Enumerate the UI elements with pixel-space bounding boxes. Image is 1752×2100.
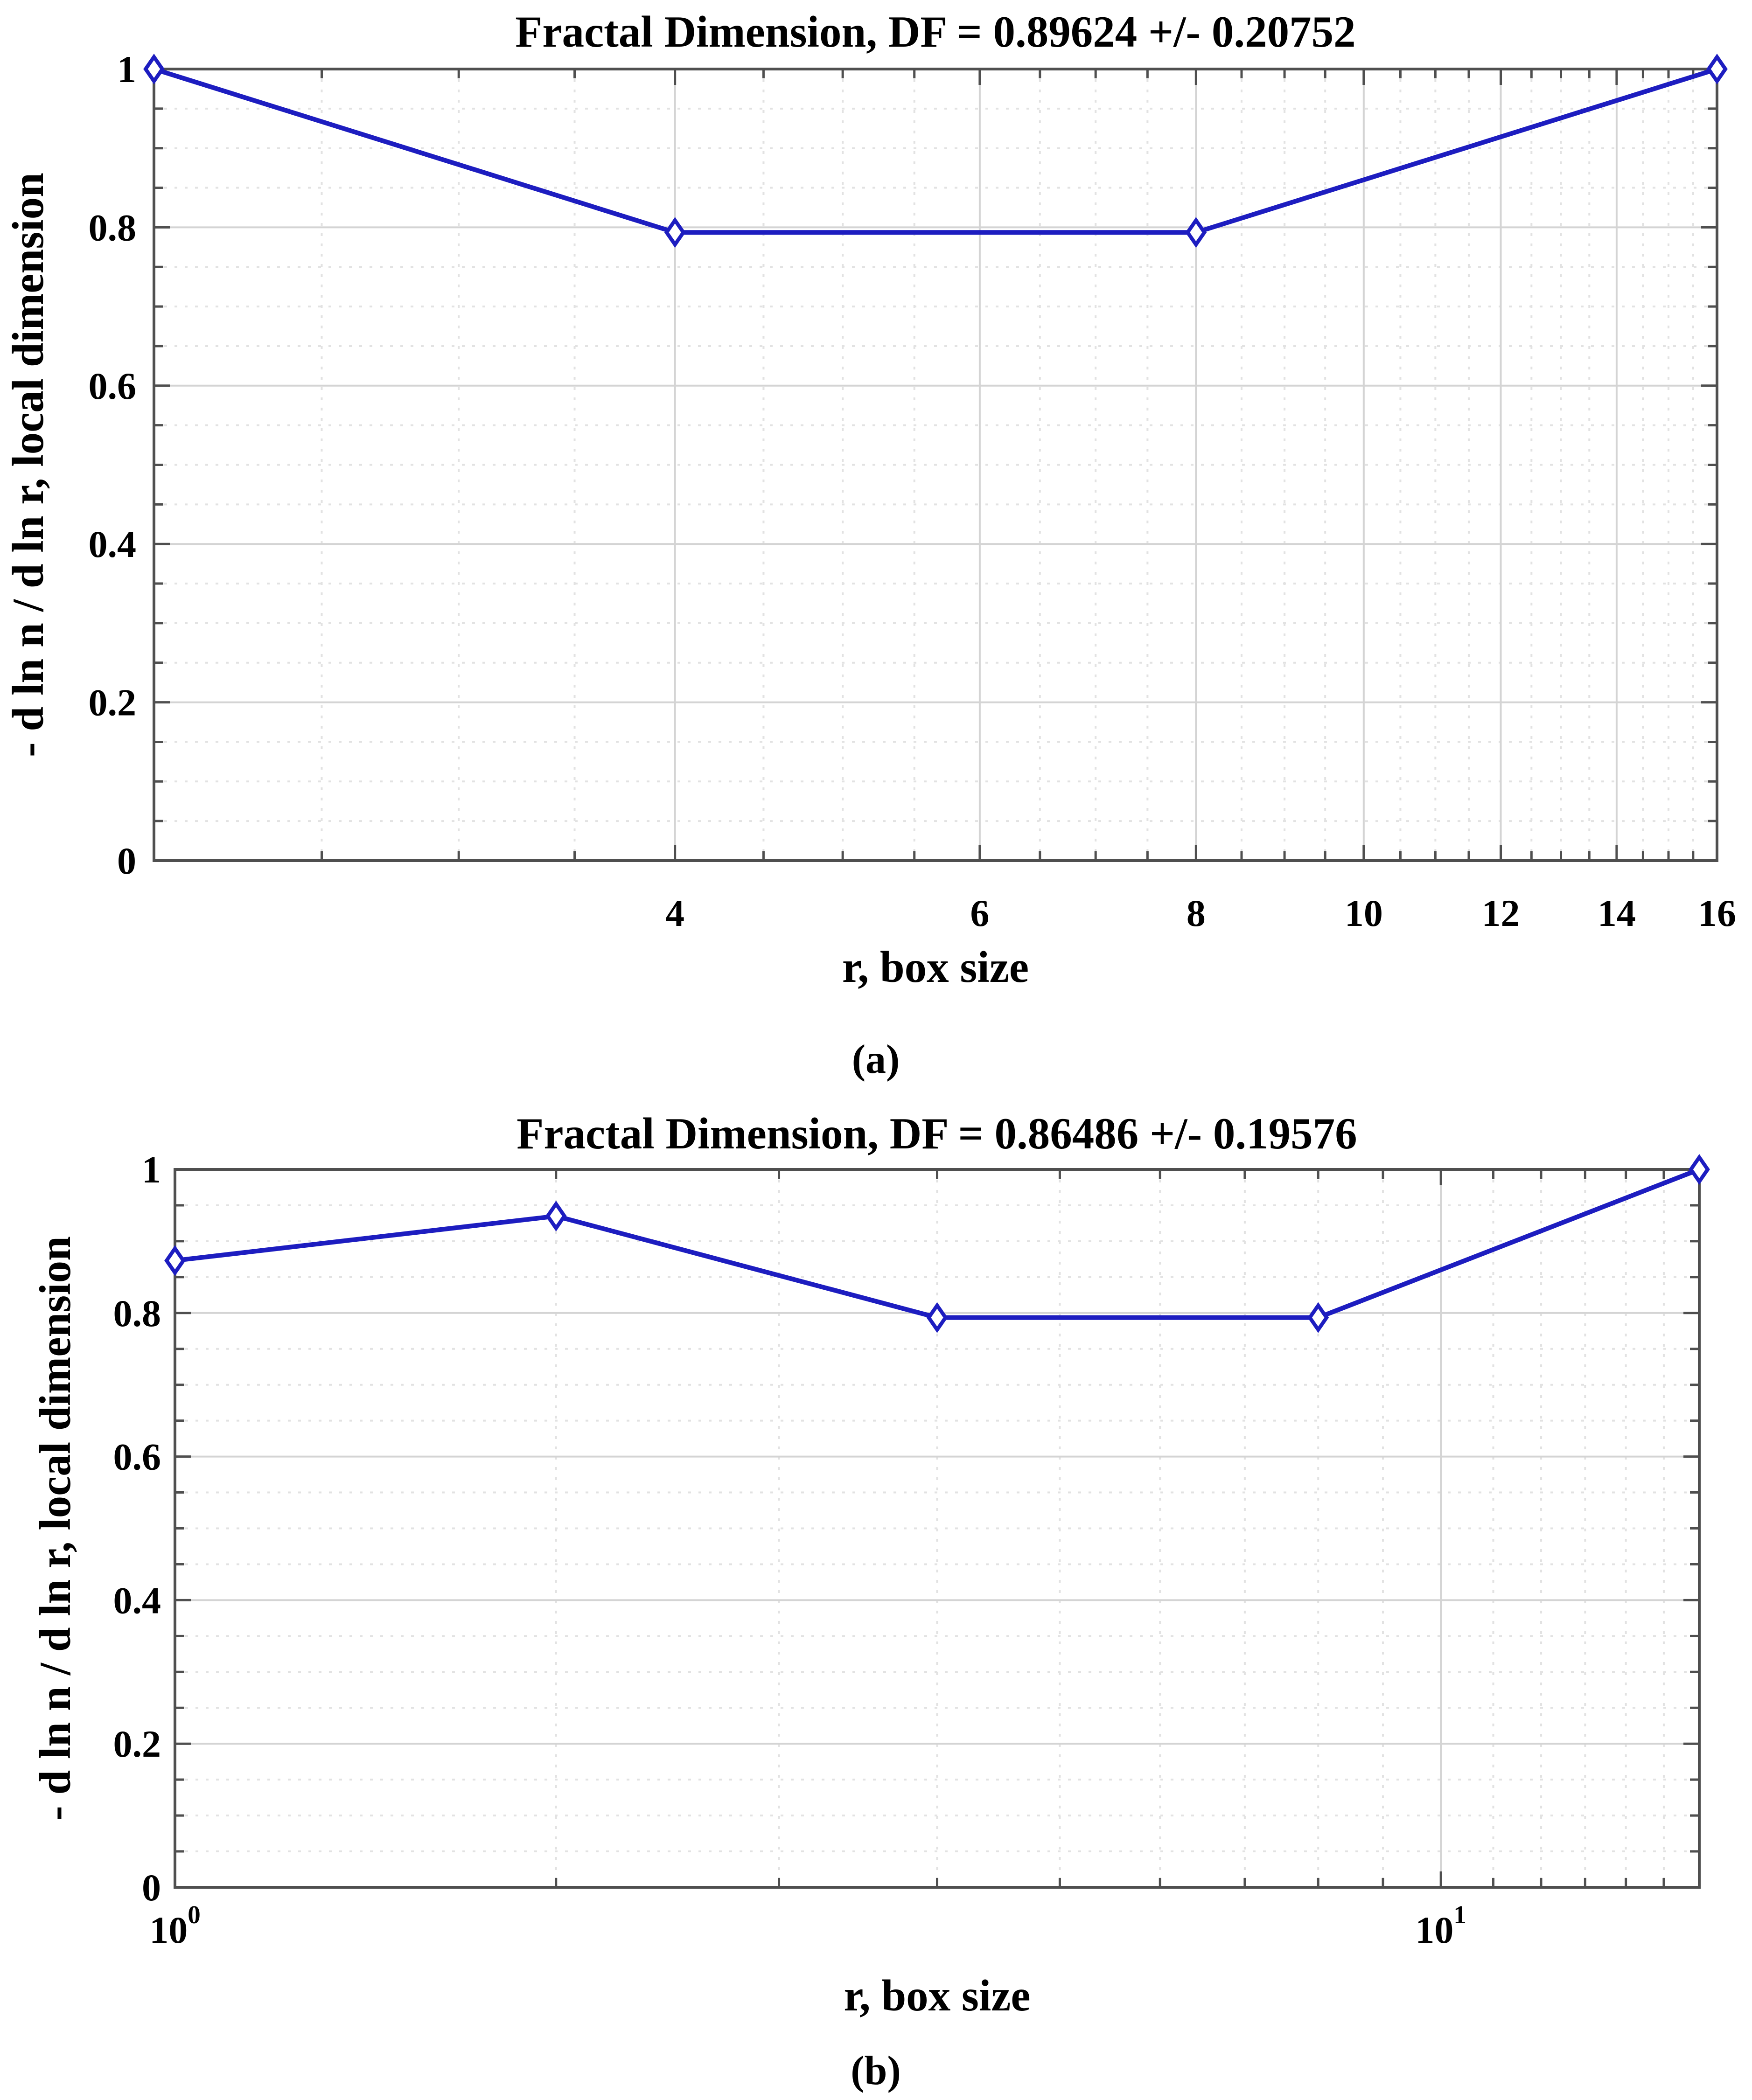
panel-a-major-grid [154, 69, 1717, 861]
panel-a-caption: (a) [852, 1037, 900, 1082]
y-tick-label: 0.6 [113, 1436, 161, 1478]
x-tick-label: 4 [665, 892, 684, 934]
y-tick-label: 1 [117, 48, 136, 90]
panel-a-series-line [153, 67, 1718, 235]
y-tick-label: 0.4 [113, 1579, 161, 1621]
panel-b-diamond-marker [1307, 1302, 1329, 1333]
panel-b-ticks [174, 1168, 1699, 1889]
y-tick-label: 0 [142, 1866, 161, 1909]
panel-b-ylabel: - d ln n / d ln r, local dimension [30, 1236, 80, 1821]
panel-b-diamond-marker [164, 1245, 186, 1276]
panel-a-xlabel: r, box size [842, 942, 1029, 992]
x-tick-label: 16 [1698, 892, 1736, 934]
panel-b-xlabel: r, box size [844, 1971, 1030, 2020]
x-tick-label: 6 [970, 892, 989, 934]
panel-b: Fractal Dimension, DF = 0.86486 +/- 0.19… [30, 1109, 1710, 2093]
panel-b-title: Fractal Dimension, DF = 0.86486 +/- 0.19… [517, 1109, 1357, 1158]
panel-a-diamond-marker [1185, 217, 1207, 248]
y-tick-label: 0.8 [89, 206, 137, 249]
panel-a-diamond-marker [143, 53, 165, 85]
x-tick-label: 14 [1598, 892, 1636, 934]
y-tick-label: 1 [142, 1148, 161, 1191]
y-tick-label: 0 [117, 840, 136, 882]
x-tick-label: 100 [149, 1900, 201, 1951]
y-tick-label: 0.4 [89, 523, 137, 565]
panel-a-minor-grid [154, 69, 1717, 861]
panel-b-diamond-marker [545, 1201, 567, 1232]
x-tick-label: 101 [1415, 1900, 1466, 1951]
x-tick-label: 8 [1187, 892, 1206, 934]
panel-a: Fractal Dimension, DF = 0.89624 +/- 0.20… [3, 7, 1736, 1082]
x-tick-label: 10 [1345, 892, 1383, 934]
panel-b-minor-grid [175, 1169, 1699, 1887]
panel-a-diamond-marker [1706, 53, 1728, 85]
panel-b-diamond-marker [1689, 1154, 1710, 1185]
panel-b-caption: (b) [851, 2048, 901, 2093]
y-tick-label: 0.2 [113, 1723, 161, 1765]
panel-b-diamond-marker [926, 1302, 948, 1333]
panel-a-ylabel: - d ln n / d ln r, local dimension [3, 173, 53, 757]
y-tick-label: 0.2 [89, 681, 137, 724]
y-tick-label: 0.8 [113, 1292, 161, 1335]
panel-a-diamond-marker [664, 217, 686, 248]
x-tick-label: 12 [1482, 892, 1520, 934]
panel-a-title: Fractal Dimension, DF = 0.89624 +/- 0.20… [515, 7, 1355, 56]
y-tick-label: 0.6 [89, 365, 137, 407]
